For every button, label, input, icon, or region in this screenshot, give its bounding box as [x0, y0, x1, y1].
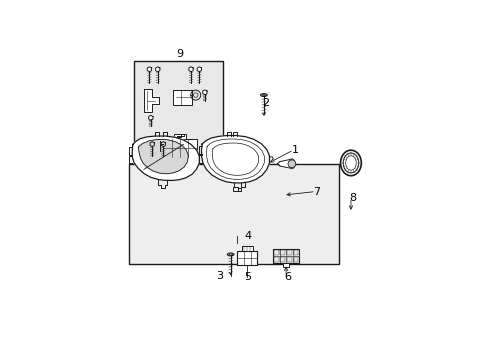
- Bar: [273, 257, 278, 262]
- Bar: [293, 250, 298, 255]
- Text: 2: 2: [262, 98, 269, 108]
- Ellipse shape: [227, 253, 233, 256]
- Polygon shape: [161, 141, 165, 147]
- Polygon shape: [155, 67, 160, 72]
- Text: 9: 9: [176, 49, 183, 59]
- Bar: [280, 257, 285, 262]
- Polygon shape: [147, 67, 151, 72]
- Polygon shape: [197, 67, 201, 72]
- Ellipse shape: [340, 150, 361, 176]
- Bar: [286, 257, 291, 262]
- Bar: [272, 249, 299, 263]
- Ellipse shape: [345, 156, 355, 170]
- Bar: [173, 90, 192, 105]
- Bar: [128, 164, 339, 264]
- Bar: [134, 61, 223, 167]
- Ellipse shape: [262, 94, 265, 96]
- Text: 5: 5: [244, 273, 251, 283]
- Bar: [293, 257, 298, 262]
- Bar: [280, 250, 285, 255]
- Bar: [163, 139, 196, 157]
- Polygon shape: [132, 136, 199, 180]
- Bar: [174, 134, 185, 139]
- Text: 7: 7: [313, 186, 320, 197]
- Polygon shape: [280, 159, 291, 168]
- Text: 8: 8: [349, 193, 356, 203]
- Polygon shape: [150, 141, 154, 147]
- Circle shape: [287, 160, 295, 168]
- Polygon shape: [138, 139, 188, 174]
- Bar: [273, 250, 278, 255]
- Ellipse shape: [228, 254, 232, 255]
- Text: 6: 6: [284, 273, 291, 283]
- Ellipse shape: [260, 94, 267, 96]
- Ellipse shape: [288, 159, 294, 168]
- Polygon shape: [148, 115, 153, 120]
- Bar: [242, 246, 252, 251]
- Polygon shape: [201, 135, 269, 183]
- Polygon shape: [188, 67, 193, 72]
- Text: 1: 1: [291, 145, 298, 155]
- Polygon shape: [203, 90, 206, 95]
- Text: 4: 4: [244, 231, 251, 241]
- Ellipse shape: [343, 153, 358, 173]
- Bar: [237, 251, 257, 265]
- Text: 3: 3: [216, 271, 223, 281]
- Bar: [286, 250, 291, 255]
- Bar: [283, 263, 288, 267]
- Polygon shape: [143, 89, 159, 112]
